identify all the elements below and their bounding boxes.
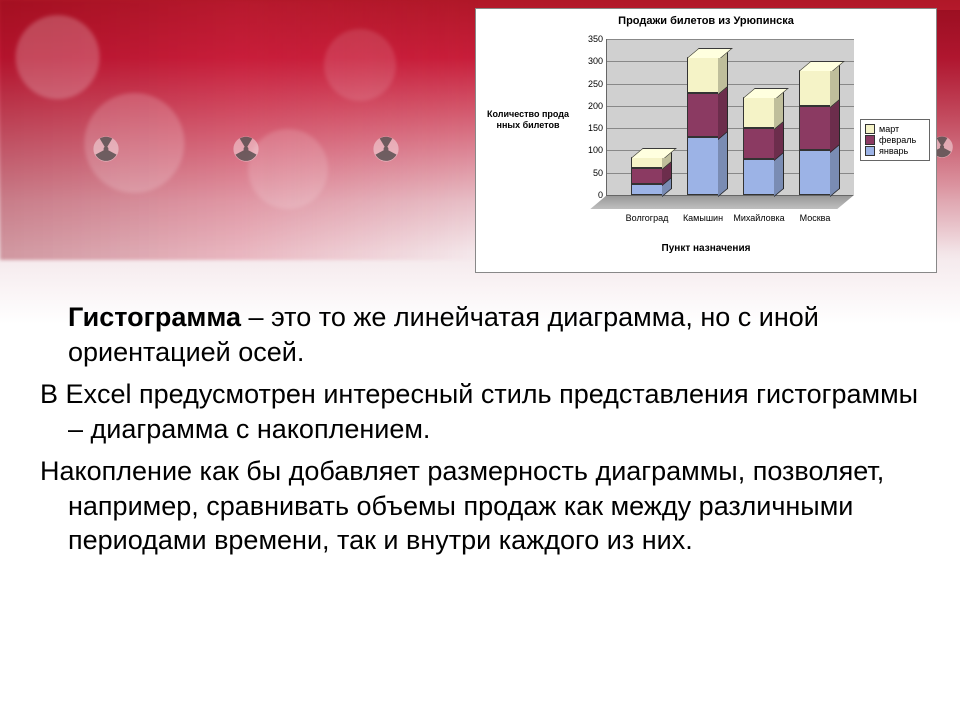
legend-item: январь	[865, 146, 925, 156]
bar-segment-январь	[799, 150, 831, 195]
x-tick: Камышин	[672, 213, 734, 223]
y-tick: 250	[588, 79, 603, 89]
legend-label: январь	[879, 146, 908, 156]
x-tick: Москва	[784, 213, 846, 223]
y-tick: 200	[588, 101, 603, 111]
term-bold: Гистограмма	[68, 302, 241, 332]
bar-segment-февраль	[631, 168, 663, 184]
bar-segment-февраль	[687, 93, 719, 138]
bar-segment-февраль	[743, 128, 775, 159]
y-tick: 150	[588, 123, 603, 133]
legend-swatch	[865, 146, 875, 156]
bars	[607, 39, 854, 195]
plot-floor	[590, 195, 854, 209]
bar-segment-март	[743, 97, 775, 128]
x-tick: Волгоград	[616, 213, 678, 223]
chart-container: Продажи билетов из Урюпинска Количество …	[475, 8, 937, 273]
chart-body: Количество прода нных билетов 0501001502…	[476, 31, 936, 241]
bar-segment-январь	[743, 159, 775, 195]
bar-segment-март	[799, 70, 831, 106]
bar-segment-январь	[687, 137, 719, 195]
x-tick: Михайловка	[728, 213, 790, 223]
paragraph-2: В Excel предусмотрен интересный стиль пр…	[24, 377, 932, 446]
legend: мартфевральянварь	[860, 119, 930, 161]
bar-segment-февраль	[799, 106, 831, 151]
bar-segment-март	[687, 57, 719, 93]
legend-item: февраль	[865, 135, 925, 145]
radiation-icon	[92, 135, 120, 163]
legend-swatch	[865, 135, 875, 145]
bar-segment-январь	[631, 184, 663, 195]
text-content: Гистограмма – это то же линейчатая диагр…	[24, 300, 932, 566]
y-axis-label: Количество прода нных билетов	[480, 109, 576, 131]
legend-label: февраль	[879, 135, 916, 145]
y-tick: 300	[588, 56, 603, 66]
legend-item: март	[865, 124, 925, 134]
radiation-icon	[232, 135, 260, 163]
radiation-icon	[372, 135, 400, 163]
y-tick: 100	[588, 145, 603, 155]
bar-segment-март	[631, 157, 663, 168]
background-art	[0, 0, 480, 260]
y-tick: 350	[588, 34, 603, 44]
slide: Продажи билетов из Урюпинска Количество …	[0, 0, 960, 720]
plot-area: 050100150200250300350 ВолгоградКамышинМи…	[606, 39, 854, 209]
x-axis-label: Пункт назначения	[476, 241, 936, 254]
paragraph-3: Накопление как бы добавляет размерность …	[24, 454, 932, 558]
chart-title: Продажи билетов из Урюпинска	[476, 9, 936, 31]
y-tick: 50	[593, 168, 603, 178]
legend-swatch	[865, 124, 875, 134]
paragraph-1: Гистограмма – это то же линейчатая диагр…	[24, 300, 932, 369]
legend-label: март	[879, 124, 899, 134]
y-tick: 0	[598, 190, 603, 200]
